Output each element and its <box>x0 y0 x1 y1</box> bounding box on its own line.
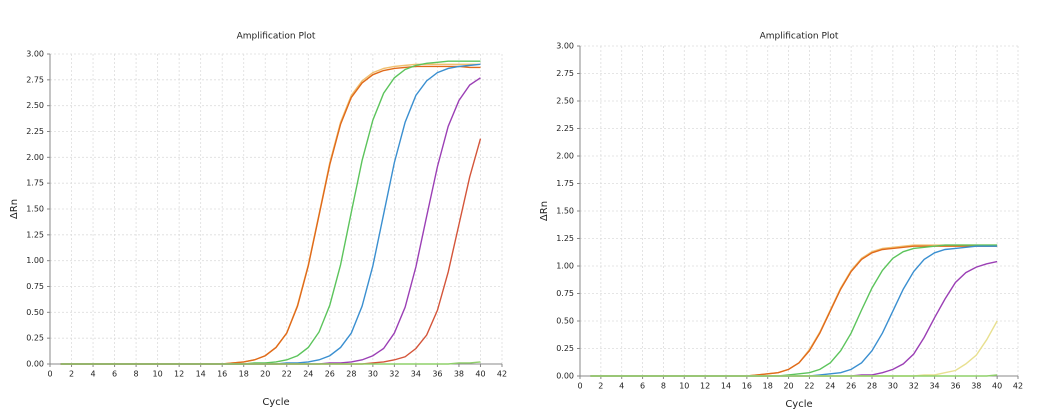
amplification-curve <box>590 245 998 377</box>
x-tick-label: 14 <box>721 382 731 391</box>
x-tick-label: 18 <box>239 370 249 379</box>
x-tick-label: 40 <box>475 370 485 379</box>
y-tick-label: 1.75 <box>26 179 44 188</box>
amplification-curve <box>60 60 481 365</box>
amplification-curve <box>60 77 481 365</box>
x-tick-label: 40 <box>992 382 1002 391</box>
x-tick-label: 12 <box>700 382 710 391</box>
x-tick-label: 30 <box>888 382 898 391</box>
x-axis-label: Cycle <box>785 399 812 410</box>
x-tick-label: 32 <box>909 382 919 391</box>
y-tick-label: 2.25 <box>556 124 574 133</box>
amplification-curve <box>590 374 998 377</box>
x-tick-label: 24 <box>825 382 835 391</box>
x-tick-label: 38 <box>971 382 981 391</box>
x-tick-label: 4 <box>619 382 624 391</box>
amplification-curve <box>590 260 998 377</box>
x-tick-label: 6 <box>640 382 645 391</box>
x-tick-label: 28 <box>867 382 877 391</box>
x-tick-label: 36 <box>432 370 442 379</box>
x-tick-label: 32 <box>389 370 399 379</box>
x-tick-label: 34 <box>411 370 421 379</box>
x-tick-label: 6 <box>112 370 117 379</box>
x-tick-label: 42 <box>1013 382 1023 391</box>
x-tick-label: 10 <box>153 370 163 379</box>
y-tick-label: 1.00 <box>556 262 574 271</box>
y-tick-label: 0.75 <box>26 282 44 291</box>
x-tick-label: 42 <box>497 370 507 379</box>
x-tick-label: 2 <box>69 370 74 379</box>
amplification-curve <box>60 65 481 365</box>
amplification-curve <box>60 63 481 365</box>
amplification-curve <box>60 361 481 365</box>
x-tick-label: 18 <box>763 382 773 391</box>
y-tick-label: 0.00 <box>556 372 574 381</box>
y-tick-label: 2.75 <box>26 75 44 84</box>
y-axis-label: ΔRn <box>539 201 550 221</box>
chart-title: Amplification Plot <box>237 32 316 42</box>
y-tick-label: 3.00 <box>26 50 44 59</box>
y-tick-label: 1.25 <box>556 234 574 243</box>
x-tick-label: 20 <box>783 382 793 391</box>
y-tick-label: 2.50 <box>556 97 574 106</box>
x-tick-label: 8 <box>134 370 139 379</box>
amplification-curve <box>60 63 481 365</box>
y-tick-label: 0.50 <box>556 317 574 326</box>
y-tick-label: 1.25 <box>26 230 44 239</box>
x-tick-label: 14 <box>196 370 206 379</box>
y-tick-label: 0.75 <box>556 289 574 298</box>
x-tick-label: 36 <box>950 382 960 391</box>
x-tick-label: 0 <box>577 382 582 391</box>
x-tick-label: 22 <box>282 370 292 379</box>
x-tick-label: 24 <box>303 370 313 379</box>
x-tick-label: 16 <box>742 382 752 391</box>
y-tick-label: 2.00 <box>556 152 574 161</box>
y-tick-label: 1.75 <box>556 179 574 188</box>
y-axis-label: ΔRn <box>9 199 20 219</box>
amplification-curve <box>590 244 998 377</box>
x-tick-label: 30 <box>368 370 378 379</box>
x-tick-label: 12 <box>174 370 184 379</box>
chart-title: Amplification Plot <box>760 32 839 42</box>
y-tick-label: 1.50 <box>26 205 44 214</box>
y-tick-label: 1.00 <box>26 256 44 265</box>
x-axis-label: Cycle <box>262 397 289 408</box>
x-tick-label: 38 <box>454 370 464 379</box>
amplification-curve <box>60 138 482 365</box>
x-tick-label: 4 <box>91 370 96 379</box>
y-tick-label: 0.25 <box>26 334 44 343</box>
y-tick-label: 0.00 <box>26 360 44 369</box>
y-tick-label: 2.00 <box>26 153 44 162</box>
y-tick-label: 0.25 <box>556 344 574 353</box>
amplification-curve <box>590 244 998 377</box>
x-tick-label: 28 <box>346 370 356 379</box>
x-tick-label: 20 <box>260 370 270 379</box>
y-tick-label: 2.75 <box>556 69 574 78</box>
y-tick-label: 2.50 <box>26 101 44 110</box>
y-tick-label: 1.50 <box>556 207 574 216</box>
x-tick-label: 10 <box>679 382 689 391</box>
y-tick-label: 3.00 <box>556 42 574 51</box>
x-tick-label: 0 <box>47 370 52 379</box>
x-tick-label: 16 <box>217 370 227 379</box>
y-tick-label: 0.50 <box>26 308 44 317</box>
x-tick-label: 26 <box>325 370 335 379</box>
x-tick-label: 22 <box>804 382 814 391</box>
x-tick-label: 26 <box>846 382 856 391</box>
x-tick-label: 8 <box>661 382 666 391</box>
x-tick-label: 34 <box>929 382 939 391</box>
x-tick-label: 2 <box>598 382 603 391</box>
y-tick-label: 2.25 <box>26 127 44 136</box>
